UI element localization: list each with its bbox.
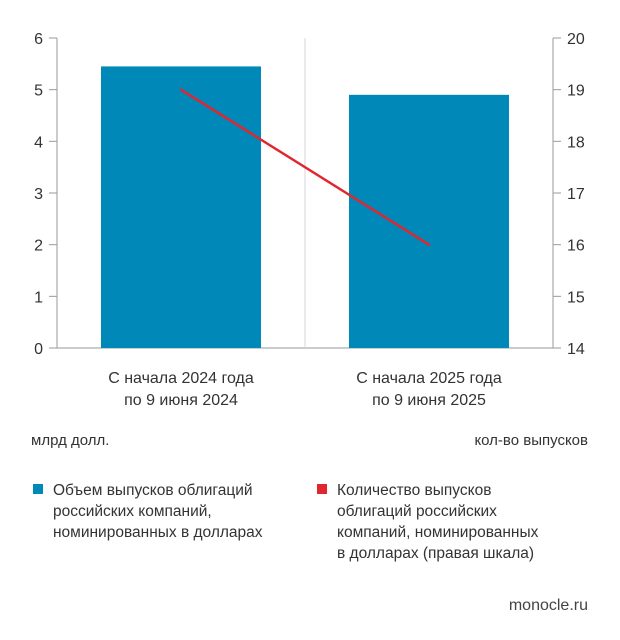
category-label: по 9 июня 2025: [372, 392, 486, 409]
legend-label: номинированных в долларах: [53, 524, 263, 541]
left-axis-unit: млрд долл.: [31, 432, 109, 449]
left-tick-label: 1: [34, 289, 43, 306]
line-series: [179, 88, 431, 246]
right-axis-unit: кол-во выпусков: [474, 432, 588, 449]
right-tick-label: 18: [567, 134, 585, 151]
x-axis: С начала 2024 года по 9 июня 2024 С начала…: [108, 370, 502, 409]
left-tick-label: 3: [34, 186, 43, 203]
source-label: monocle.ru: [509, 597, 588, 614]
category-label: С начала 2024 года: [108, 370, 254, 387]
legend-swatch: [317, 484, 327, 494]
left-tick-label: 5: [34, 83, 43, 100]
bar: [101, 66, 261, 349]
legend-label: в долларах (правая шкала): [337, 545, 534, 562]
left-tick-label: 4: [34, 134, 43, 151]
legend-label: компаний, номинированных: [337, 524, 539, 541]
left-tick-label: 6: [34, 31, 43, 48]
category-label: по 9 июня 2024: [124, 392, 238, 409]
left-tick-label: 0: [34, 341, 43, 358]
right-tick-label: 14: [567, 341, 585, 358]
right-tick-label: 19: [567, 83, 585, 100]
left-axis: 0 1 2 3 4 5 6: [34, 31, 57, 358]
legend-label: Количество выпусков: [337, 482, 491, 499]
right-tick-label: 17: [567, 186, 585, 203]
plot-area: [56, 38, 554, 349]
legend-swatch: [33, 484, 43, 494]
right-tick-label: 15: [567, 289, 585, 306]
left-tick-label: 2: [34, 238, 43, 255]
legend-label: Объем выпусков облигаций: [53, 482, 253, 499]
category-label: С начала 2025 года: [356, 370, 502, 387]
legend: Объем выпусков облигаций российских компа…: [33, 482, 539, 562]
legend-label: российских компаний,: [53, 503, 212, 520]
right-tick-label: 20: [567, 31, 585, 48]
right-axis: 14 15 16 17 18 19 20: [553, 31, 585, 358]
right-tick-label: 16: [567, 238, 585, 255]
bar: [349, 94, 509, 348]
legend-label: облигаций российских: [337, 503, 497, 520]
